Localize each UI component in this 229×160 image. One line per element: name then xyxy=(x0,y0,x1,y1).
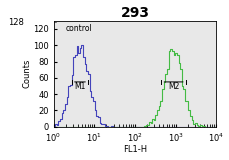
X-axis label: FL1-H: FL1-H xyxy=(122,145,146,154)
Title: 293: 293 xyxy=(120,6,149,20)
Text: control: control xyxy=(65,24,92,32)
Text: 128: 128 xyxy=(8,18,24,27)
Text: M1: M1 xyxy=(74,82,85,91)
Text: M2: M2 xyxy=(167,82,179,91)
Y-axis label: Counts: Counts xyxy=(22,59,31,88)
